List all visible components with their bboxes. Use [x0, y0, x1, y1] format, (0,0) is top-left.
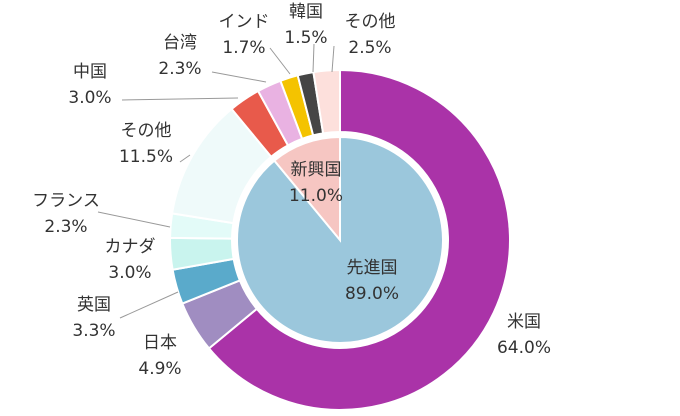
value-label: 11.5% — [119, 147, 173, 167]
value-label: 2.3% — [44, 217, 87, 237]
donut-segment — [207, 68, 511, 411]
leader-line — [121, 97, 239, 101]
value-label: 2.3% — [158, 59, 201, 79]
value-label: 64.0% — [497, 338, 551, 358]
donut-segment — [312, 68, 341, 135]
leader-line — [211, 71, 267, 83]
value-label: 89.0% — [345, 284, 399, 304]
category-label: 台湾 — [163, 33, 197, 53]
value-label: 11.0% — [289, 186, 343, 206]
category-label: 英国 — [77, 295, 111, 315]
leader-line — [312, 43, 315, 73]
category-label: 先進国 — [347, 258, 398, 278]
category-label: 日本 — [143, 333, 177, 353]
leader-line — [119, 291, 179, 319]
category-label: その他 — [121, 121, 172, 141]
category-label: カナダ — [105, 237, 156, 257]
value-label: 3.0% — [108, 263, 151, 283]
value-label: 2.5% — [348, 38, 391, 58]
category-label: その他 — [345, 12, 396, 32]
leader-line — [179, 154, 191, 163]
leader-line — [269, 47, 291, 75]
value-label: 1.5% — [284, 28, 327, 48]
category-label: 米国 — [507, 312, 541, 332]
value-label: 3.3% — [72, 321, 115, 341]
leader-line — [331, 45, 335, 73]
category-label: 新興国 — [291, 160, 342, 180]
category-label: 中国 — [73, 62, 107, 82]
category-label: 韓国 — [289, 2, 323, 22]
category-label: フランス — [32, 191, 100, 211]
leader-line — [97, 211, 171, 228]
value-label: 1.7% — [222, 38, 265, 58]
pie-slice — [272, 135, 341, 243]
value-label: 3.0% — [68, 88, 111, 108]
value-label: 4.9% — [138, 359, 181, 379]
category-label: インド — [219, 12, 270, 32]
